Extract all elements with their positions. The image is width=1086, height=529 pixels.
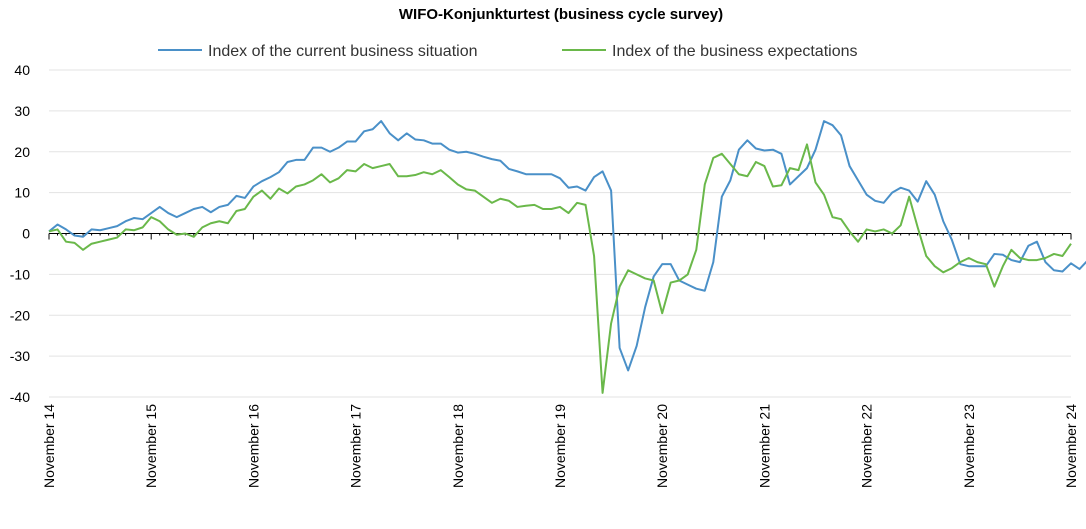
- gridlines: [49, 69, 1071, 398]
- legend: Index of the current business situation …: [158, 43, 858, 60]
- y-tick-label: 0: [22, 226, 30, 242]
- x-tick-label: November 16: [245, 404, 261, 488]
- series-line-1: [48, 143, 1072, 394]
- y-tick-label: -10: [10, 266, 30, 282]
- x-tick-label: November 23: [961, 404, 977, 488]
- y-tick-label: 30: [14, 103, 30, 119]
- x-tick-label: November 19: [552, 404, 568, 488]
- legend-label-current-situation: Index of the current business situation: [208, 43, 478, 60]
- y-tick-label: 40: [14, 62, 30, 78]
- x-tick-label: November 14: [41, 404, 57, 488]
- y-tick-label: 10: [14, 185, 30, 201]
- x-tick-label: November 17: [348, 404, 364, 488]
- x-axis: November 14 November 15 November 16 Novembe…: [41, 233, 1079, 488]
- y-tick-label: -40: [10, 389, 30, 405]
- x-tick-label: November 21: [756, 404, 772, 488]
- series-group: [48, 120, 1086, 394]
- x-tick-label: November 15: [143, 404, 159, 488]
- y-tick-label: 20: [14, 144, 30, 160]
- x-tick-label: November 24: [1063, 404, 1079, 488]
- y-axis-ticks: -40 -30 -20 -10 0 10 20 30 40: [10, 62, 30, 405]
- y-tick-label: -20: [10, 307, 30, 323]
- chart-title: WIFO-Konjunkturtest (business cycle surv…: [399, 6, 723, 23]
- x-tick-label: November 20: [654, 404, 670, 488]
- x-tick-label: November 22: [859, 404, 875, 488]
- y-tick-label: -30: [10, 348, 30, 364]
- x-tick-label: November 18: [450, 404, 466, 488]
- legend-label-business-expectations: Index of the business expectations: [612, 43, 858, 60]
- series-line-0: [48, 120, 1086, 372]
